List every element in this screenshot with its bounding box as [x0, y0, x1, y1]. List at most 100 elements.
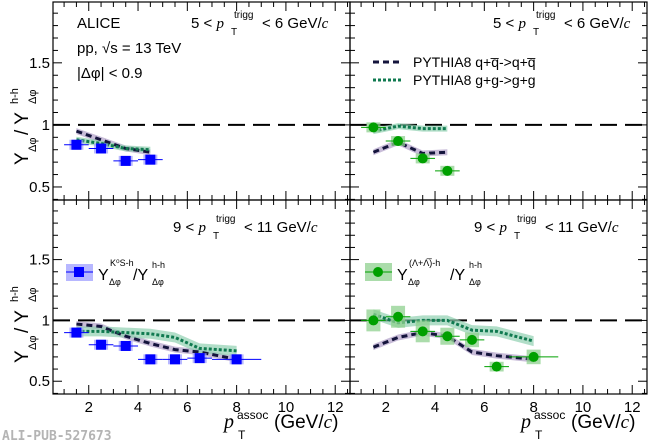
svg-text:Y: Y	[98, 267, 109, 284]
data-point-circle	[417, 326, 428, 337]
svg-text:Y: Y	[12, 152, 33, 165]
pythia-legend: PYTHIA8 q+q̅->q+q̅ PYTHIA8 g+g->g+g	[373, 54, 536, 88]
svg-text:Δφ: Δφ	[27, 336, 39, 350]
svg-text:h-h: h-h	[9, 88, 21, 104]
y-tick-label: 1	[42, 117, 50, 134]
panel-frame	[349, 199, 648, 395]
data-point-square	[145, 354, 156, 365]
svg-text:/Y: /Y	[133, 267, 148, 284]
svg-text:trigg: trigg	[536, 10, 555, 21]
svg-text:T: T	[231, 27, 237, 38]
svg-text:T: T	[533, 27, 539, 38]
svg-text:Δφ: Δφ	[152, 277, 164, 287]
svg-text:9 < p: 9 < p	[173, 219, 206, 236]
svg-text:Δφ: Δφ	[27, 138, 39, 152]
svg-text:(GeV/c): (GeV/c)	[571, 412, 635, 433]
alice-label: ALICE	[77, 15, 120, 32]
panel-top-left: 0.5 1 1.5	[29, 1, 351, 201]
svg-text:trigg: trigg	[216, 214, 235, 225]
data-point-circle	[417, 153, 428, 164]
svg-text:Δφ: Δφ	[27, 90, 39, 104]
data-point-circle	[393, 136, 404, 147]
x-tick-label: 6	[480, 399, 488, 416]
svg-text:trigg: trigg	[517, 214, 536, 225]
pythia-gg-line	[76, 138, 151, 152]
svg-text:h-h: h-h	[469, 260, 482, 270]
data-point-circle	[491, 361, 502, 372]
data-point-square	[120, 340, 131, 351]
svg-text:Δφ: Δφ	[469, 277, 481, 287]
svg-text:T: T	[238, 428, 246, 442]
svg-text:(GeV/c): (GeV/c)	[274, 412, 338, 433]
pythia-gg-line	[76, 329, 237, 353]
x-axis-title-left: p assoc T (GeV/c)	[222, 408, 338, 442]
data-point-circle	[368, 122, 379, 133]
svg-text:Y: Y	[12, 350, 33, 363]
data-point-square	[145, 154, 156, 165]
data-point-square	[71, 139, 82, 150]
svg-text:5 < p: 5 < p	[493, 15, 526, 32]
svg-text:9 < p: 9 < p	[474, 219, 507, 236]
svg-text:Δφ: Δφ	[27, 288, 39, 302]
pythia-gg-line	[373, 124, 448, 133]
pythia-qq-line	[372, 331, 534, 361]
svg-text:/ Y: / Y	[12, 310, 33, 333]
panel-top-right	[349, 1, 648, 201]
y-axis-title-top: Y Δφ / Y h-h Δφ	[9, 88, 39, 165]
data-point-circle	[368, 315, 379, 326]
y-tick-label: 0.5	[29, 373, 50, 390]
x-tick-label: 4	[134, 399, 142, 416]
svg-text:trigg: trigg	[234, 10, 253, 21]
lambda-legend: Y (Λ+Λ̅)-h Δφ /Y h-h Δφ	[365, 258, 482, 287]
svg-text:T: T	[514, 231, 520, 242]
data-point-circle	[442, 165, 453, 176]
data-point-circle	[528, 351, 539, 362]
x-tick-label: 10	[278, 399, 295, 416]
svg-text:< 11 GeV/c: < 11 GeV/c	[244, 219, 318, 236]
y-tick-label: 1	[42, 312, 50, 329]
x-tick-label: 12	[327, 399, 344, 416]
y-tick-label: 0.5	[29, 179, 50, 196]
collision-system-label: pp, √s = 13 TeV	[77, 40, 181, 57]
svg-text:/Y: /Y	[450, 267, 465, 284]
svg-text:h-h: h-h	[152, 260, 165, 270]
svg-text:< 6 GeV/c: < 6 GeV/c	[262, 15, 329, 32]
data-point-circle	[467, 334, 478, 345]
x-tick-label: 12	[624, 399, 641, 416]
legend-qq-label: PYTHIA8 q+q̅->q+q̅	[413, 54, 536, 70]
svg-text:T: T	[213, 231, 219, 242]
legend-gg-label: PYTHIA8 g+g->g+g	[413, 72, 536, 88]
data-point-square	[231, 354, 242, 365]
x-tick-label: 8	[232, 399, 240, 416]
publication-id-watermark: ALI-PUB-527673	[2, 429, 112, 443]
svg-text:/ Y: / Y	[12, 112, 33, 135]
trigger-label-top-right: 5 < p trigg T < 6 GeV/c	[493, 10, 631, 38]
x-tick-label: 4	[431, 399, 439, 416]
x-axis-title-right: p assoc T (GeV/c)	[519, 408, 635, 442]
pythia-qq-band	[373, 329, 534, 363]
svg-text:(Λ+Λ̅)-h: (Λ+Λ̅)-h	[409, 258, 440, 268]
panel-bottom-right: 2 4 6 8 10 12	[349, 199, 648, 416]
k0s-legend: Y K⁰S-h Δφ /Y h-h Δφ	[66, 258, 165, 287]
x-tick-label: 8	[529, 399, 537, 416]
y-tick-label: 1.5	[29, 55, 50, 72]
trigger-label-top-left: 5 < p trigg T < 6 GeV/c	[191, 10, 329, 38]
data-point-square	[96, 339, 107, 350]
pythia-qq-line	[372, 140, 448, 155]
y-axis-title-bottom: Y Δφ / Y h-h Δφ	[9, 286, 39, 363]
x-tick-label: 2	[382, 399, 390, 416]
svg-text:T: T	[535, 428, 543, 442]
x-tick-label: 2	[85, 399, 93, 416]
panel-bottom-left: 0.5 1 1.5 2 4 6 8 10 12	[29, 199, 351, 416]
data-point-circle	[393, 311, 404, 322]
trigger-label-bottom-right: 9 < p trigg T < 11 GeV/c	[474, 214, 619, 242]
data-point-square	[120, 155, 131, 166]
delta-phi-cut-label: |Δφ| < 0.9	[77, 65, 143, 82]
svg-text:p: p	[222, 411, 234, 433]
data-point-square	[194, 353, 205, 364]
svg-text:h-h: h-h	[9, 286, 21, 302]
data-point-circle	[442, 331, 453, 342]
legend-lambda-marker	[373, 267, 383, 277]
svg-text:Y: Y	[397, 267, 408, 284]
